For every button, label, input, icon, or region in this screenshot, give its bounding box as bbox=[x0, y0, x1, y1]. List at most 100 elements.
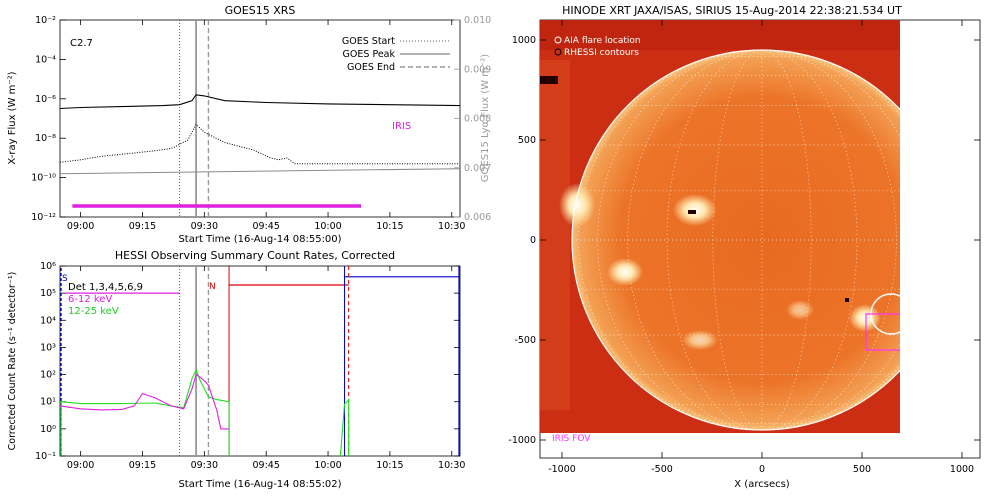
hessi-x-tick-label: 10:30 bbox=[438, 460, 465, 471]
longitude-line bbox=[597, 49, 763, 431]
hinode-x-tick-label: -500 bbox=[651, 464, 673, 475]
iris-fov-label: IRIS FOV bbox=[552, 434, 591, 444]
hessi-6-12-kev-line bbox=[60, 373, 230, 430]
hessi-y-tick-label: 10⁵ bbox=[40, 288, 56, 299]
hinode-y-axis: -1000 -500 0 500 1000 bbox=[508, 35, 980, 446]
goes-y2-label: GOES15 Lyα Flux (W m⁻²) bbox=[480, 54, 491, 182]
goes-y-label: X-ray Flux (W m⁻²) bbox=[7, 71, 18, 164]
hinode-y-tick-label: 500 bbox=[518, 135, 536, 146]
goes-title: GOES15 XRS bbox=[225, 4, 296, 17]
hessi-x-tick-label: 09:15 bbox=[129, 460, 156, 471]
active-region-2 bbox=[559, 183, 595, 227]
goes-x-tick-label: 10:15 bbox=[376, 221, 403, 232]
hessi-flag-n: N bbox=[209, 282, 216, 292]
goes-y-tick-label: 10⁻⁶ bbox=[35, 94, 56, 105]
goes-y-tick-label: 10⁻⁸ bbox=[35, 133, 56, 144]
hessi-x-label: Start Time (16-Aug-14 08:55:02) bbox=[178, 479, 341, 490]
hinode-x-axis: -1000 -500 0 500 1000 bbox=[548, 20, 974, 475]
hinode-y-tick-label: 0 bbox=[530, 235, 536, 246]
goes-y2-tick-label: 0.008 bbox=[464, 114, 491, 125]
xrt-image bbox=[540, 20, 900, 433]
hinode-y-tick-label: 1000 bbox=[512, 35, 536, 46]
flare-region bbox=[849, 304, 881, 332]
hinode-x-label: X (arcsecs) bbox=[734, 479, 790, 490]
hinode-y-tick-label: -1000 bbox=[508, 435, 536, 446]
goes-y-axis: 10⁻¹² 10⁻¹⁰ 10⁻⁸ 10⁻⁶ 10⁻⁴ 10⁻² bbox=[31, 15, 66, 223]
active-region-4 bbox=[682, 330, 718, 350]
hessi-y-label: Corrected Count Rate (s⁻¹ detector⁻¹) bbox=[7, 272, 18, 451]
image-left-glow bbox=[540, 60, 570, 410]
goes-x-tick-label: 10:00 bbox=[314, 221, 341, 232]
limb-circle bbox=[571, 49, 900, 431]
legend-goes-peak: GOES Peak bbox=[343, 49, 396, 60]
hessi-x-tick-label: 10:15 bbox=[376, 460, 403, 471]
hessi-y-tick-label: 10² bbox=[40, 370, 56, 381]
hinode-xrt-panel: HINODE XRT JAXA/ISAS, SIRIUS 15-Aug-2014… bbox=[508, 4, 981, 490]
hessi-y-tick-label: 10⁻¹ bbox=[35, 451, 56, 462]
longitude-line bbox=[761, 49, 897, 431]
hinode-y-tick-label: -500 bbox=[514, 335, 536, 346]
goes-y-tick-label: 10⁻⁴ bbox=[35, 54, 56, 65]
longitude-line bbox=[761, 49, 812, 431]
active-region-3 bbox=[607, 258, 643, 286]
goes-lyman-alpha bbox=[60, 168, 460, 175]
goes-plot-area bbox=[60, 20, 460, 217]
hessi-x-axis: 09:00 09:15 09:30 09:45 10:00 10:15 10:30 bbox=[67, 266, 465, 471]
goes-x-tick-label: 09:45 bbox=[252, 221, 279, 232]
goes-x-tick-label: 10:30 bbox=[438, 221, 465, 232]
legend-aia: AIA flare location bbox=[564, 36, 641, 46]
sunspot-1 bbox=[688, 210, 696, 214]
goes-y-tick-label: 10⁻¹⁰ bbox=[31, 173, 56, 184]
goes-y2-tick-label: 0.009 bbox=[464, 64, 491, 75]
hessi-flag-s: S bbox=[62, 274, 68, 284]
hessi-y-tick-label: 10⁰ bbox=[40, 424, 56, 435]
hinode-x-tick-label: 500 bbox=[853, 464, 871, 475]
legend-rhessi: RHESSI contours bbox=[564, 48, 639, 58]
legend-rhessi-marker bbox=[554, 48, 562, 56]
legend-6-12-kev: 6-12 keV bbox=[68, 294, 112, 305]
goes-y2-axis: 0.006 0.007 0.008 0.009 0.010 bbox=[454, 15, 491, 223]
goes-xrs-panel: GOES15 XRS 09:00 09:15 09:30 09:45 10:00 10:1… bbox=[7, 4, 491, 245]
hinode-title: HINODE XRT JAXA/ISAS, SIRIUS 15-Aug-2014… bbox=[562, 4, 902, 17]
hessi-y-tick-label: 10⁴ bbox=[40, 315, 56, 326]
active-region-5 bbox=[786, 300, 814, 320]
sunspot-2 bbox=[845, 298, 849, 302]
legend-aia-marker bbox=[554, 36, 562, 44]
goes-x-tick-label: 09:15 bbox=[129, 221, 156, 232]
longitude-line bbox=[627, 49, 763, 431]
goes-class-label: C2.7 bbox=[70, 38, 93, 49]
hinode-x-tick-label: 1000 bbox=[950, 464, 974, 475]
image-edge-band bbox=[540, 20, 900, 50]
hessi-x-tick-label: 09:30 bbox=[191, 460, 218, 471]
legend-12-25-kev: 12-25 keV bbox=[68, 306, 119, 317]
legend-detectors: Det 1,3,4,5,6,9 bbox=[68, 282, 143, 293]
hessi-x-tick-label: 10:00 bbox=[314, 460, 341, 471]
dark-artifact bbox=[540, 76, 558, 84]
longitude-line bbox=[761, 49, 900, 431]
longitude-line bbox=[578, 49, 763, 431]
goes-x-axis: 09:00 09:15 09:30 09:45 10:00 10:15 10:30 bbox=[67, 20, 465, 232]
hessi-12-25-kev-line bbox=[60, 368, 230, 456]
goes-y-tick-label: 10⁻¹² bbox=[31, 212, 56, 223]
goes-iris-label: IRIS bbox=[392, 121, 411, 132]
hinode-x-tick-label: 0 bbox=[759, 464, 765, 475]
goes-frame bbox=[59, 19, 461, 218]
goes-long-channel bbox=[60, 94, 460, 110]
goes-y2-tick-label: 0.006 bbox=[464, 212, 491, 223]
goes-y2-tick-label: 0.007 bbox=[464, 163, 491, 174]
hessi-12-25-kev-line bbox=[339, 398, 350, 456]
hessi-title: HESSI Observing Summary Count Rates, Cor… bbox=[115, 249, 395, 262]
hessi-y-tick-label: 10³ bbox=[40, 342, 56, 353]
hessi-plot-area bbox=[60, 266, 460, 456]
heliographic-grid bbox=[572, 49, 900, 431]
hinode-x-tick-label: -1000 bbox=[548, 464, 576, 475]
goes-y2-tick-label: 0.010 bbox=[464, 15, 491, 26]
goes-x-tick-label: 09:30 bbox=[191, 221, 218, 232]
longitude-line bbox=[712, 49, 763, 431]
goes-y-tick-label: 10⁻² bbox=[35, 15, 56, 26]
hessi-x-tick-label: 09:00 bbox=[67, 460, 94, 471]
legend-goes-end: GOES End bbox=[347, 62, 395, 73]
hessi-x-tick-label: 09:45 bbox=[252, 460, 279, 471]
iris-fov-box bbox=[865, 313, 900, 351]
